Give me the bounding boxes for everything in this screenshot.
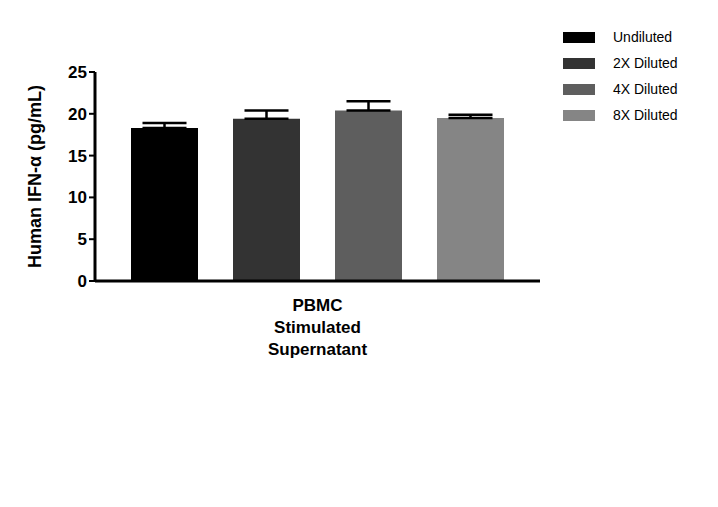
html-text:8X Diluted: 8X Diluted	[613, 107, 678, 123]
html-text:2X Diluted: 2X Diluted	[613, 55, 678, 71]
svg-text:0: 0	[78, 272, 87, 291]
svg-text:15: 15	[68, 147, 87, 166]
svg-text:5: 5	[78, 230, 87, 249]
svg-text:PBMCStimulatedSupernatant: PBMCStimulatedSupernatant	[268, 296, 368, 359]
svg-text:20: 20	[68, 105, 87, 124]
svg-text:10: 10	[68, 188, 87, 207]
svg-text:Human IFN-α (pg/mL): Human IFN-α (pg/mL)	[25, 85, 45, 268]
html-text:Undiluted: Undiluted	[613, 29, 673, 45]
html-text:4X Diluted: 4X Diluted	[613, 81, 678, 97]
svg-text:25: 25	[68, 63, 87, 82]
